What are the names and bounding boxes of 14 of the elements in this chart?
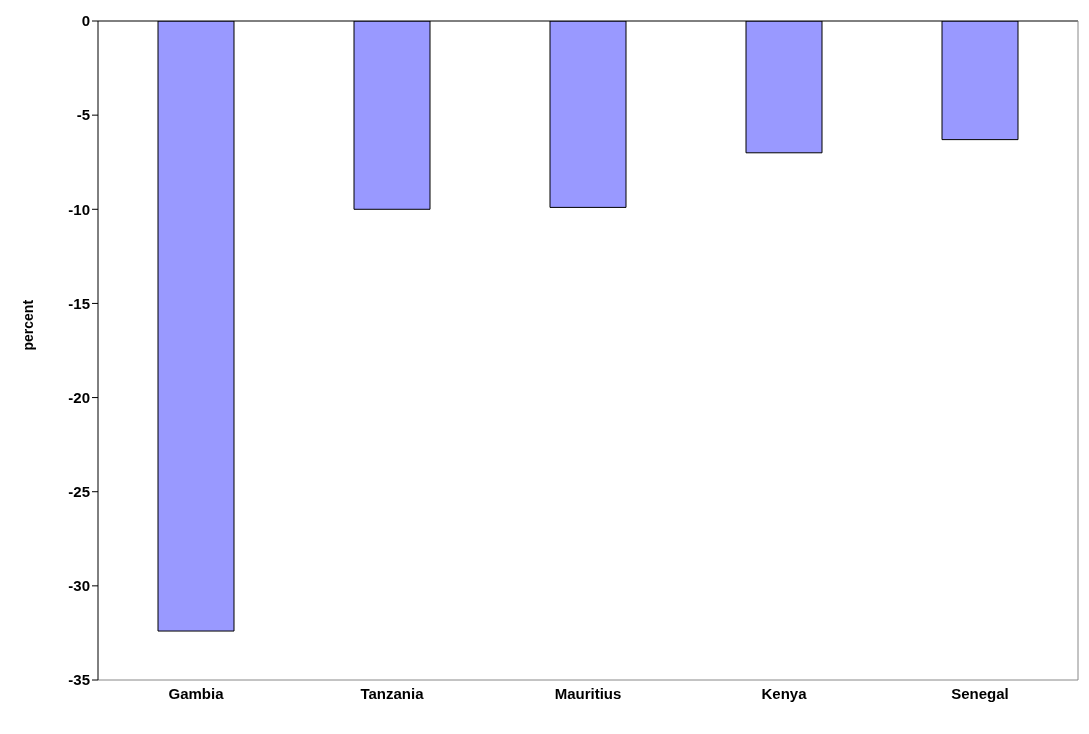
y-tick-label: 0 <box>81 12 90 30</box>
x-tick-label: Mauritius <box>554 684 622 702</box>
x-tick-label: Tanzania <box>360 684 425 702</box>
y-axis-title: percent <box>19 299 36 351</box>
y-tick-label: -5 <box>76 106 90 124</box>
y-tick-label: -25 <box>68 483 90 501</box>
y-tick-label: -15 <box>68 294 90 312</box>
x-tick-label: Gambia <box>168 684 225 702</box>
y-tick-label: -35 <box>68 671 90 689</box>
y-tick-label: -10 <box>68 200 90 218</box>
x-tick-label: Senegal <box>951 684 1009 702</box>
y-tick-label: -30 <box>68 577 90 595</box>
x-tick-label: Kenya <box>761 684 808 702</box>
y-tick-label: -20 <box>68 388 90 406</box>
